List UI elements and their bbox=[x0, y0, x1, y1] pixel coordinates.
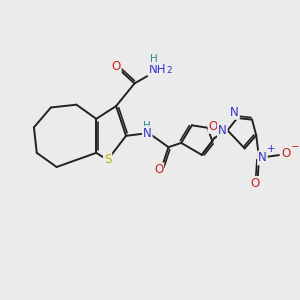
Text: N: N bbox=[258, 152, 267, 164]
Text: N: N bbox=[218, 124, 227, 137]
Text: H: H bbox=[143, 121, 151, 131]
Text: S: S bbox=[104, 153, 111, 167]
Text: 2: 2 bbox=[166, 66, 172, 75]
Text: NH: NH bbox=[148, 63, 166, 76]
Text: O: O bbox=[208, 120, 218, 133]
Text: N: N bbox=[143, 127, 152, 140]
Text: O: O bbox=[154, 163, 163, 176]
Text: O: O bbox=[281, 147, 291, 160]
Text: N: N bbox=[230, 106, 239, 119]
Text: H: H bbox=[151, 54, 158, 64]
Text: +: + bbox=[267, 144, 275, 154]
Text: O: O bbox=[112, 60, 121, 73]
Text: O: O bbox=[250, 177, 260, 190]
Text: −: − bbox=[291, 142, 300, 152]
